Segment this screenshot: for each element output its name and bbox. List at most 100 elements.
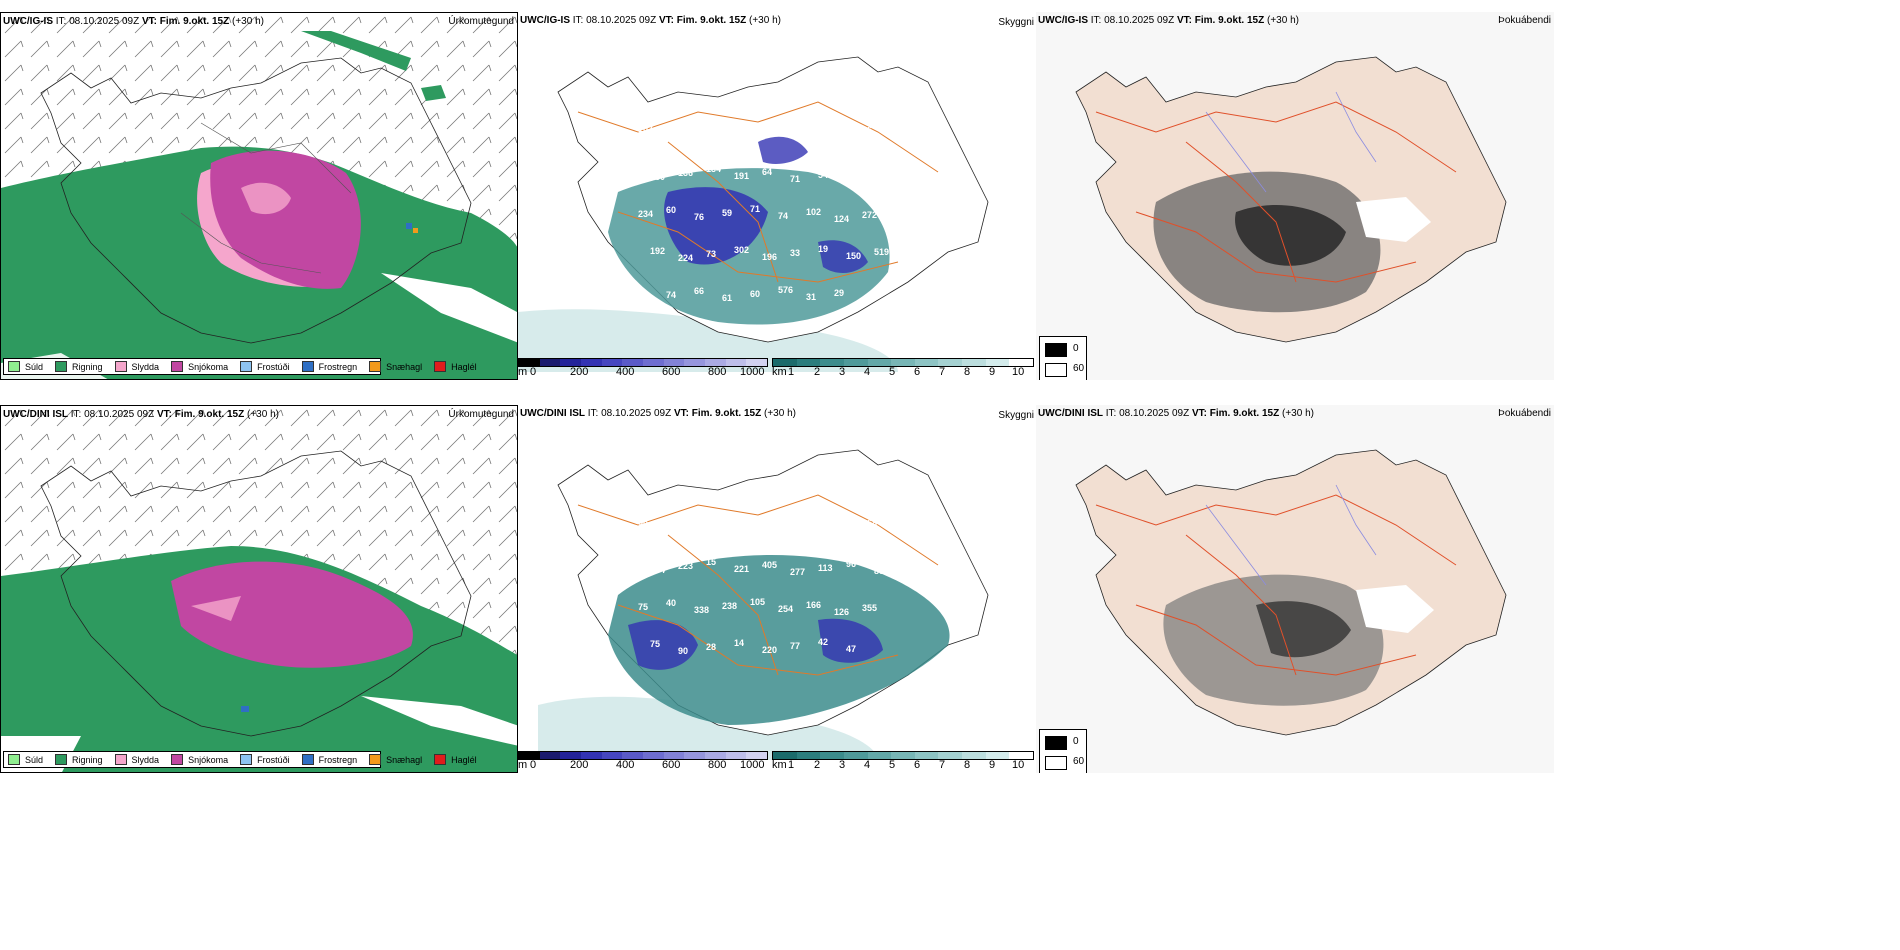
- visibility-tick: 6: [914, 366, 921, 378]
- visibility-tick: 4: [864, 366, 871, 378]
- colorbar-segment: [773, 752, 797, 759]
- colorbar-segment: [560, 359, 582, 366]
- cloudbase-tick: 1000: [740, 759, 765, 771]
- cloudbase-value-label: 96: [846, 559, 856, 569]
- panel-title: UWC/IG-IS IT: 08.10.2025 09Z VT: Fim. 9.…: [1038, 15, 1299, 26]
- cloudbase-colorbar: m 0 200 400 600 800 1000: [518, 358, 768, 378]
- colorbar-segment: [891, 752, 915, 759]
- cloudbase-value-label: 231: [666, 131, 681, 141]
- colorbar-segment: [622, 752, 644, 759]
- colorbar-segment: [601, 359, 623, 366]
- panel-title: UWC/DINI ISL IT: 08.10.2025 09Z VT: Fim.…: [520, 408, 796, 419]
- cloudbase-value-label: 223: [678, 561, 693, 571]
- cloudbase-value-label: 136: [678, 168, 693, 178]
- visibility-tick: 3: [839, 366, 846, 378]
- colorbar-segment: [663, 752, 685, 759]
- cloudbase-tick: 200: [570, 759, 589, 771]
- legend-item: Snæhagl: [369, 754, 422, 765]
- visibility-tick: 8: [964, 366, 971, 378]
- cloudbase-value-label: 75: [650, 639, 660, 649]
- colorbar-segment: [684, 359, 706, 366]
- precip-type-panel-bottom: UWC/DINI ISL IT: 08.10.2025 09Z VT: Fim.…: [0, 405, 518, 773]
- cloudbase-value-label: 272: [862, 210, 877, 220]
- cloudbase-value-label: 86: [862, 125, 872, 135]
- cloudbase-value-label: 221: [734, 564, 749, 574]
- panel-variable: Úrkomutegund: [448, 409, 514, 420]
- visibility-tick: 9: [989, 366, 996, 378]
- visibility-tick: 8: [964, 759, 971, 771]
- cloudbase-tick: 1000: [740, 366, 765, 378]
- panel-title: UWC/DINI ISL IT: 08.10.2025 09Z VT: Fim.…: [1038, 408, 1314, 419]
- cloudbase-value-label: 224: [678, 253, 693, 263]
- cloudbase-value-label: 47: [846, 644, 856, 654]
- cloudbase-value-label: 77: [790, 641, 800, 651]
- cloudbase-value-label: 192: [650, 246, 665, 256]
- colorbar-segment: [1009, 752, 1034, 759]
- cloudbase-value-label: 137: [874, 173, 889, 183]
- cloudbase-value-label: 124: [834, 214, 849, 224]
- colorbar-segment: [1009, 359, 1034, 366]
- visibility-colorbar-strip: [772, 751, 1034, 760]
- cloudbase-value-label: 59: [722, 208, 732, 218]
- legend-item: Snjókoma: [171, 361, 228, 372]
- precip-legend: Súld Rigning Slydda Snjókoma Frostúði Fr…: [3, 358, 477, 375]
- cloudbase-value-label: 230: [638, 294, 653, 304]
- cloudbase-value-label: 175: [750, 523, 765, 533]
- colorbar-segment: [539, 752, 561, 759]
- cloudbase-value-label: 415: [722, 527, 737, 537]
- fog-legend-label: 0: [1073, 736, 1079, 747]
- legend-item: Frostregn: [301, 754, 357, 765]
- cloudbase-value-label: 71: [790, 174, 800, 184]
- cloudbase-value-label: 126: [846, 166, 861, 176]
- fog-index-panel-bottom: UWC/DINI ISL IT: 08.10.2025 09Z VT: Fim.…: [1036, 405, 1554, 773]
- cloudbase-value-label: 105: [750, 597, 765, 607]
- cloudbase-colorbar-strip: [518, 751, 768, 760]
- cloudbase-value-label: 61: [722, 293, 732, 303]
- cloudbase-value-label: 78: [806, 133, 816, 143]
- cloudbase-value-label: 90: [678, 646, 688, 656]
- colorbar-segment: [914, 752, 939, 759]
- cloudbase-value-label: 238: [722, 601, 737, 611]
- colorbar-segment: [581, 752, 602, 759]
- cloudbase-value-label: 60: [750, 289, 760, 299]
- cloudbase-tick: 0: [530, 366, 537, 378]
- visibility-tick: 10: [1012, 759, 1025, 771]
- colorbar-segment: [985, 752, 1010, 759]
- visibility-tick: 6: [914, 759, 921, 771]
- cloudbase-value-label: 42: [818, 637, 828, 647]
- cloudbase-value-label: 33: [790, 248, 800, 258]
- legend-item: Frostúði: [240, 361, 290, 372]
- colorbar-segment: [725, 359, 747, 366]
- visibility-cloudbase-panel-top: UWC/IG-IS IT: 08.10.2025 09Z VT: Fim. 9.…: [518, 12, 1036, 380]
- cloudbase-value-label: 64: [762, 167, 772, 177]
- cloudbase-unit: m: [518, 759, 528, 771]
- panel-title: UWC/IG-IS IT: 08.10.2025 09Z VT: Fim. 9.…: [3, 16, 264, 27]
- panel-title: UWC/IG-IS IT: 08.10.2025 09Z VT: Fim. 9.…: [520, 15, 781, 26]
- cloudbase-value-label: 297: [834, 129, 849, 139]
- cloudbase-value-label: 28: [706, 642, 716, 652]
- cloudbase-value-label: 40: [666, 598, 676, 608]
- panel-variable: Skyggni: [998, 410, 1034, 421]
- cloudbase-value-label: 241: [806, 526, 821, 536]
- cloudbase-value-label: 60: [666, 205, 676, 215]
- colorbar-segment: [539, 359, 561, 366]
- fog-legend-label: 60: [1073, 756, 1085, 767]
- precip-type-panel-top: UWC/IG-IS IT: 08.10.2025 09Z VT: Fim. 9.…: [0, 12, 518, 380]
- colorbar-segment: [725, 752, 747, 759]
- visibility-unit: km: [772, 759, 787, 771]
- visibility-unit: km: [772, 366, 787, 378]
- cloudbase-value-label: 74: [666, 290, 676, 300]
- cloudbase-tick: 200: [570, 366, 589, 378]
- cloudbase-value-label: 126: [834, 607, 849, 617]
- panel-variable: Skyggni: [998, 17, 1034, 28]
- cloudbase-value-label: 338: [694, 605, 709, 615]
- cloudbase-value-label: 196: [762, 252, 777, 262]
- cloudbase-value-label: 74: [778, 211, 788, 221]
- colorbar-segment: [938, 359, 963, 366]
- fog-swatch: [1045, 736, 1067, 750]
- colorbar-segment: [663, 359, 685, 366]
- cloudbase-value-label: 102: [778, 126, 793, 136]
- fog-index-panel-top: UWC/IG-IS IT: 08.10.2025 09Z VT: Fim. 9.…: [1036, 12, 1554, 380]
- cloudbase-value-label: 254: [778, 604, 793, 614]
- legend-item: Rigning: [55, 361, 103, 372]
